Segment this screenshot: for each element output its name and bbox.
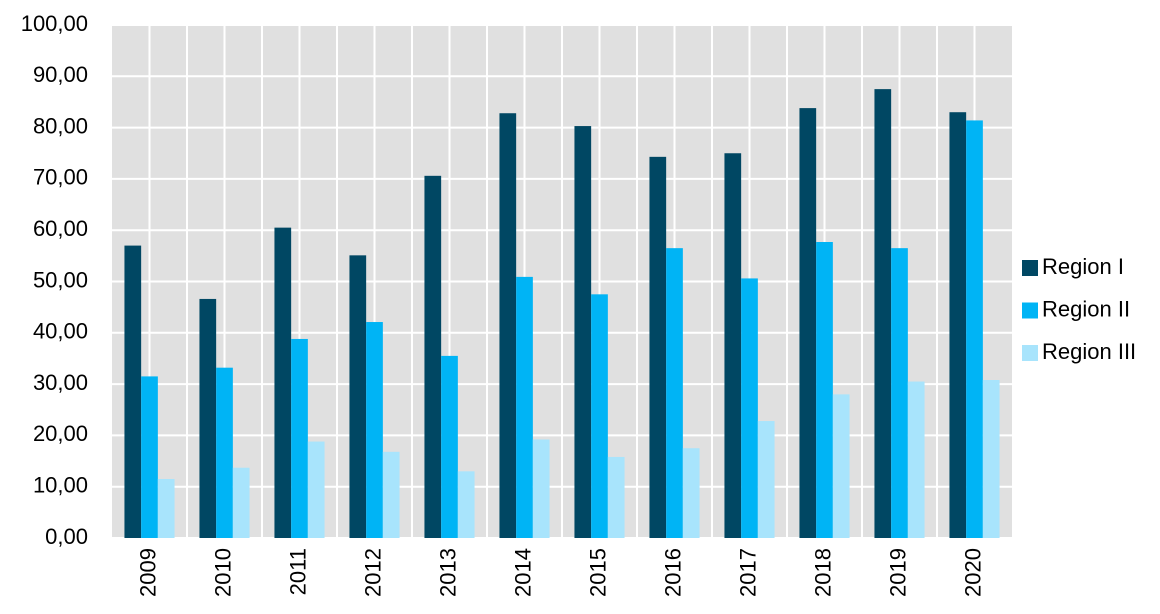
bar bbox=[949, 112, 967, 539]
bar bbox=[457, 471, 475, 538]
bar bbox=[124, 245, 142, 538]
bar bbox=[441, 355, 458, 538]
y-tick-label: 30,00 bbox=[33, 370, 88, 395]
x-tick-label: 2015 bbox=[585, 548, 610, 597]
bar bbox=[649, 156, 667, 538]
bar bbox=[966, 120, 983, 538]
bar bbox=[816, 241, 833, 538]
y-tick-label: 80,00 bbox=[33, 113, 88, 138]
bar bbox=[424, 175, 442, 538]
bar bbox=[724, 153, 742, 538]
legend-label: Region I bbox=[1042, 254, 1124, 279]
x-tick-label: 2019 bbox=[885, 548, 910, 597]
x-tick-label: 2011 bbox=[285, 548, 310, 595]
legend-swatch bbox=[1022, 345, 1038, 361]
x-tick-label: 2009 bbox=[135, 548, 160, 597]
bar bbox=[891, 248, 908, 538]
legend-label: Region III bbox=[1042, 339, 1136, 364]
x-tick-label: 2016 bbox=[660, 548, 685, 597]
bar bbox=[907, 381, 925, 538]
bar bbox=[982, 379, 1000, 538]
bar bbox=[532, 439, 550, 538]
legend-label: Region II bbox=[1042, 296, 1130, 321]
y-tick-label: 50,00 bbox=[33, 267, 88, 292]
bar bbox=[799, 108, 817, 538]
x-tick-label: 2020 bbox=[960, 548, 985, 597]
x-tick-label: 2014 bbox=[510, 548, 535, 597]
bar bbox=[757, 421, 775, 538]
y-tick-label: 60,00 bbox=[33, 216, 88, 241]
bar bbox=[382, 451, 400, 538]
x-tick-label: 2010 bbox=[210, 548, 235, 597]
y-tick-label: 10,00 bbox=[33, 473, 88, 498]
y-tick-label: 90,00 bbox=[33, 62, 88, 87]
bar bbox=[216, 367, 233, 538]
bar bbox=[141, 376, 158, 538]
bar bbox=[832, 394, 850, 538]
bar bbox=[499, 113, 517, 539]
legend-swatch bbox=[1022, 260, 1038, 276]
x-tick-label: 2017 bbox=[735, 548, 760, 597]
bar bbox=[307, 441, 325, 538]
bar bbox=[157, 479, 175, 538]
bar bbox=[607, 456, 625, 538]
bar bbox=[274, 227, 292, 538]
bar bbox=[366, 322, 383, 538]
y-tick-label: 100,00 bbox=[21, 11, 88, 36]
bar bbox=[741, 278, 758, 538]
bar bbox=[199, 298, 217, 538]
bar bbox=[874, 89, 892, 538]
x-tick-label: 2012 bbox=[360, 548, 385, 597]
y-tick-label: 0,00 bbox=[45, 524, 88, 549]
x-tick-label: 2018 bbox=[810, 548, 835, 597]
bar bbox=[682, 448, 700, 538]
bar bbox=[516, 276, 533, 538]
x-tick-label: 2013 bbox=[435, 548, 460, 597]
y-tick-label: 40,00 bbox=[33, 319, 88, 344]
bar bbox=[349, 255, 367, 538]
bar bbox=[574, 126, 592, 538]
bar bbox=[591, 294, 608, 538]
bar bbox=[291, 338, 308, 538]
y-tick-label: 20,00 bbox=[33, 421, 88, 446]
bar bbox=[232, 467, 250, 538]
legend-swatch bbox=[1022, 302, 1038, 319]
y-tick-label: 70,00 bbox=[33, 165, 88, 190]
bar bbox=[666, 248, 683, 538]
